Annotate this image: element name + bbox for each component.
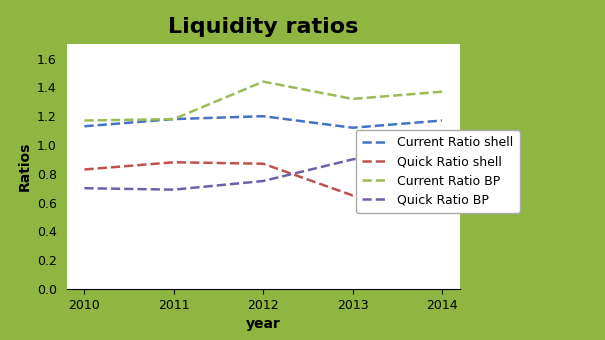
Line: Current Ratio shell: Current Ratio shell bbox=[85, 116, 442, 128]
Current Ratio BP bbox=[438, 90, 445, 94]
Quick Ratio BP bbox=[170, 188, 177, 192]
Legend: Current Ratio shell, Quick Ratio shell, Current Ratio BP, Quick Ratio BP: Current Ratio shell, Quick Ratio shell, … bbox=[356, 130, 520, 213]
Quick Ratio BP bbox=[260, 179, 267, 183]
Quick Ratio BP bbox=[349, 157, 356, 162]
X-axis label: year: year bbox=[246, 317, 281, 331]
Current Ratio shell bbox=[81, 124, 88, 128]
Current Ratio BP bbox=[81, 118, 88, 122]
Line: Current Ratio BP: Current Ratio BP bbox=[85, 82, 442, 120]
Quick Ratio shell bbox=[260, 162, 267, 166]
Quick Ratio shell bbox=[349, 193, 356, 198]
Quick Ratio BP bbox=[81, 186, 88, 190]
Current Ratio BP bbox=[170, 117, 177, 121]
Quick Ratio shell bbox=[170, 160, 177, 164]
Current Ratio BP bbox=[349, 97, 356, 101]
Current Ratio shell bbox=[438, 118, 445, 122]
Current Ratio shell bbox=[349, 126, 356, 130]
Current Ratio shell bbox=[260, 114, 267, 118]
Current Ratio BP bbox=[260, 80, 267, 84]
Quick Ratio BP bbox=[438, 146, 445, 150]
Current Ratio shell bbox=[170, 117, 177, 121]
Title: Liquidity ratios: Liquidity ratios bbox=[168, 17, 358, 37]
Y-axis label: Ratios: Ratios bbox=[18, 142, 31, 191]
Line: Quick Ratio shell: Quick Ratio shell bbox=[85, 155, 442, 195]
Line: Quick Ratio BP: Quick Ratio BP bbox=[85, 148, 442, 190]
Quick Ratio shell bbox=[81, 167, 88, 171]
Quick Ratio shell bbox=[438, 153, 445, 157]
